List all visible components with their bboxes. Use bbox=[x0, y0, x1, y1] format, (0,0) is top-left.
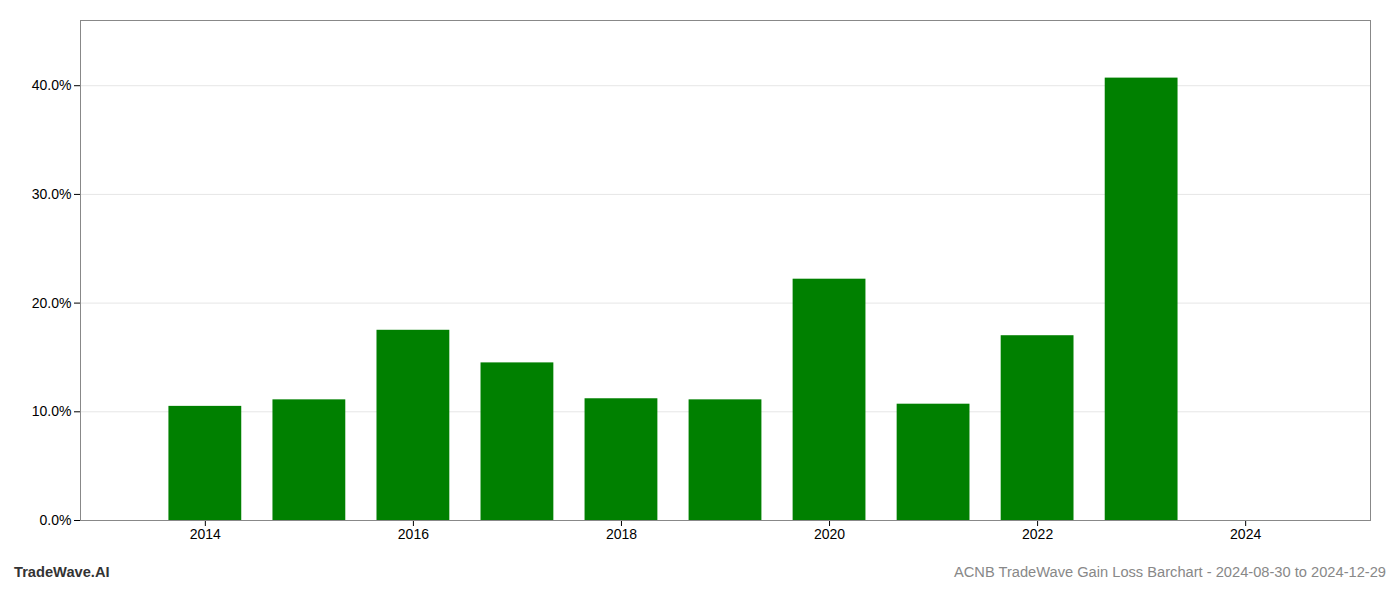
html-text:ACNB TradeWave Gain Loss Barch: ACNB TradeWave Gain Loss Barchart - 2024… bbox=[954, 564, 1386, 580]
svg-text:30.0%: 30.0% bbox=[32, 186, 72, 202]
svg-text:2020: 2020 bbox=[814, 526, 845, 542]
svg-text:2014: 2014 bbox=[190, 526, 221, 542]
svg-text:0.0%: 0.0% bbox=[40, 512, 72, 528]
svg-text:2016: 2016 bbox=[398, 526, 429, 542]
svg-text:10.0%: 10.0% bbox=[32, 403, 72, 419]
svg-text:2024: 2024 bbox=[1230, 526, 1261, 542]
svg-text:40.0%: 40.0% bbox=[32, 77, 72, 93]
svg-text:2022: 2022 bbox=[1022, 526, 1053, 542]
svg-text:2018: 2018 bbox=[606, 526, 637, 542]
svg-text:20.0%: 20.0% bbox=[32, 295, 72, 311]
html-text:TradeWave.AI: TradeWave.AI bbox=[14, 564, 110, 580]
